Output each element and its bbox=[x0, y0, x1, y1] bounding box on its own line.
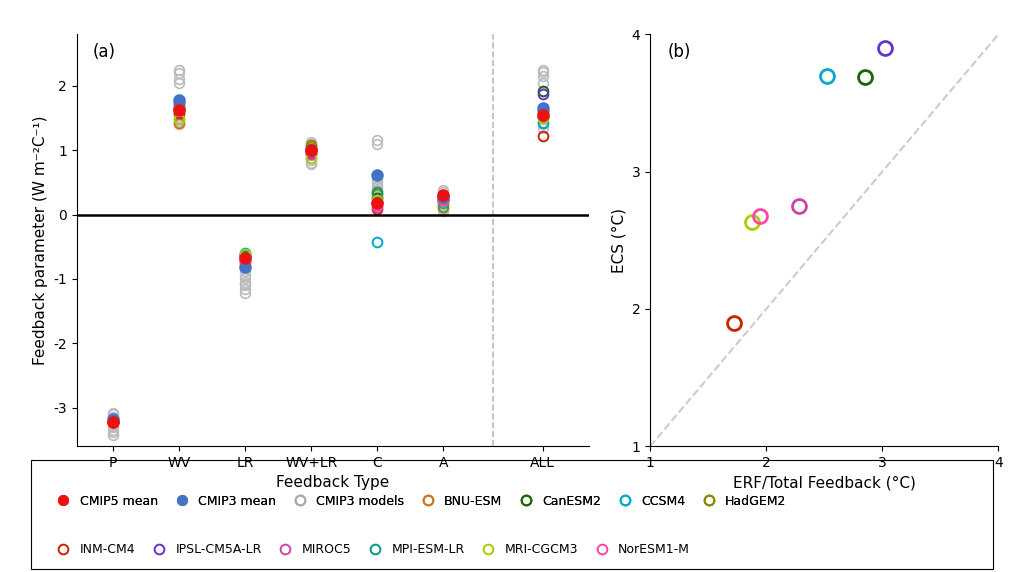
X-axis label: ERF/Total Feedback (°C): ERF/Total Feedback (°C) bbox=[733, 475, 915, 490]
Y-axis label: Feedback parameter (W m⁻²C⁻¹): Feedback parameter (W m⁻²C⁻¹) bbox=[33, 116, 48, 365]
Y-axis label: ECS (°C): ECS (°C) bbox=[611, 208, 626, 273]
Legend: CMIP5 mean, CMIP3 mean, CMIP3 models, BNU-ESM, CanESM2, CCSM4, HadGEM2: CMIP5 mean, CMIP3 mean, CMIP3 models, BN… bbox=[47, 491, 791, 511]
X-axis label: Feedback Type: Feedback Type bbox=[276, 475, 389, 490]
Text: (a): (a) bbox=[92, 42, 115, 61]
Legend: INM-CM4, IPSL-CM5A-LR, MIROC5, MPI-ESM-LR, MRI-CGCM3, NorESM1-M: INM-CM4, IPSL-CM5A-LR, MIROC5, MPI-ESM-L… bbox=[47, 539, 694, 560]
Text: (b): (b) bbox=[668, 42, 691, 61]
